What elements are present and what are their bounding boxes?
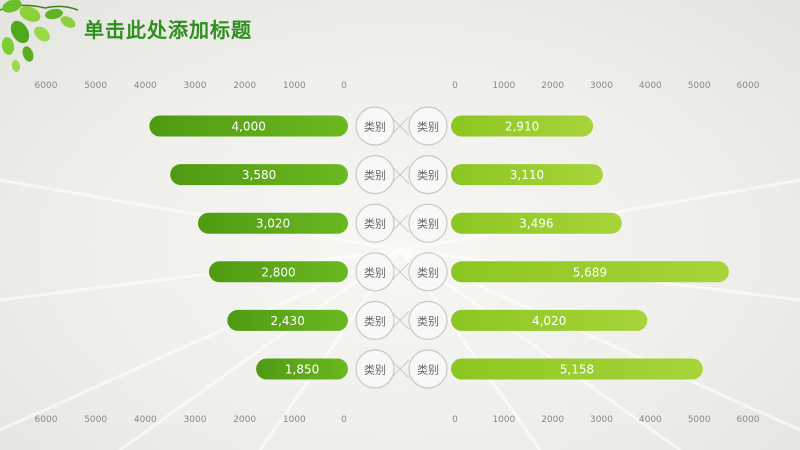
left-category-label: 类别 [364, 265, 386, 279]
category-connector [390, 116, 410, 136]
left-category-label: 类别 [364, 314, 386, 328]
right-category-circle [408, 203, 448, 243]
right-bar [451, 309, 648, 331]
right-category-circle [408, 155, 448, 195]
left-category-label: 类别 [364, 217, 386, 231]
left-tick-label-top: 2000 [233, 81, 256, 91]
right-bar-label: 5,689 [573, 265, 607, 279]
right-bar-label: 3,496 [519, 217, 553, 231]
right-bar [451, 212, 622, 234]
left-tick-label-bottom: 2000 [233, 415, 256, 425]
left-bar-label: 3,020 [256, 217, 290, 231]
left-tick-label-bottom: 5000 [84, 415, 107, 425]
left-tick-label-top: 1000 [283, 81, 306, 91]
category-connector [390, 165, 410, 184]
left-category-circle [355, 300, 395, 340]
left-bar-label: 4,000 [231, 120, 265, 134]
right-bar [451, 164, 603, 186]
right-tick-label-bottom: 2000 [541, 415, 564, 425]
page-title: 单击此处添加标题 [84, 18, 252, 42]
right-tick-label-top: 4000 [639, 81, 662, 91]
left-category-circle [355, 155, 395, 195]
category-connector [390, 311, 410, 330]
right-tick-label-bottom: 0 [452, 415, 458, 425]
left-tick-label-bottom: 0 [341, 415, 347, 425]
left-bar-label: 1,850 [285, 363, 319, 377]
background-ray [119, 248, 401, 450]
left-category-circle [355, 106, 395, 146]
right-category-label: 类别 [417, 314, 439, 328]
right-tick-label-top: 6000 [737, 81, 760, 91]
left-category-label: 类别 [364, 363, 386, 377]
right-tick-label-bottom: 6000 [737, 415, 760, 425]
left-bar [170, 164, 348, 186]
right-category-label: 类别 [417, 363, 439, 377]
right-category-circle [408, 300, 448, 340]
right-tick-label-top: 0 [452, 81, 458, 91]
left-bar-label: 3,580 [242, 168, 276, 182]
right-category-label: 类别 [417, 265, 439, 279]
right-tick-label-bottom: 4000 [639, 415, 662, 425]
right-bar-label: 3,110 [510, 168, 544, 182]
left-tick-label-top: 0 [341, 81, 347, 91]
category-connector [390, 213, 410, 233]
left-tick-label-top: 6000 [35, 81, 58, 91]
left-tick-label-bottom: 3000 [184, 415, 207, 425]
left-tick-label-top: 5000 [84, 81, 107, 91]
leaves-decoration-icon [0, 0, 79, 72]
left-tick-label-bottom: 4000 [134, 415, 157, 425]
left-bar [149, 115, 348, 137]
right-category-label: 类别 [417, 120, 439, 134]
right-category-circle [408, 106, 448, 146]
left-category-label: 类别 [364, 168, 386, 182]
right-tick-label-top: 2000 [541, 81, 564, 91]
left-tick-label-top: 4000 [134, 81, 157, 91]
right-tick-label-bottom: 3000 [590, 415, 613, 425]
left-category-circle [355, 252, 395, 292]
right-tick-label-top: 1000 [492, 81, 515, 91]
right-bar [451, 358, 703, 380]
left-category-circle [355, 349, 395, 389]
background-ray [0, 248, 401, 302]
right-bar [451, 115, 594, 137]
left-category-label: 类别 [364, 120, 386, 134]
right-category-circle [408, 252, 448, 292]
left-bar [227, 309, 348, 331]
right-bar-label: 5,158 [560, 363, 594, 377]
left-bar [256, 358, 348, 380]
category-connector [390, 262, 410, 282]
left-bar [208, 261, 348, 283]
left-tick-label-bottom: 6000 [35, 415, 58, 425]
right-tick-label-bottom: 1000 [492, 415, 515, 425]
category-connector [390, 359, 410, 379]
background-ray [399, 248, 681, 450]
right-bar [451, 261, 729, 283]
background-ray [0, 178, 401, 252]
left-bar [198, 212, 348, 234]
right-category-circle [408, 349, 448, 389]
right-category-label: 类别 [417, 217, 439, 231]
left-bar-label: 2,430 [270, 314, 304, 328]
left-tick-label-bottom: 1000 [283, 415, 306, 425]
left-category-circle [355, 203, 395, 243]
right-tick-label-bottom: 5000 [688, 415, 711, 425]
right-bar-label: 4,020 [532, 314, 566, 328]
left-bar-label: 2,800 [261, 265, 295, 279]
right-bar-label: 2,910 [505, 120, 539, 134]
right-category-label: 类别 [417, 168, 439, 182]
right-tick-label-top: 5000 [688, 81, 711, 91]
right-tick-label-top: 3000 [590, 81, 613, 91]
left-tick-label-top: 3000 [184, 81, 207, 91]
